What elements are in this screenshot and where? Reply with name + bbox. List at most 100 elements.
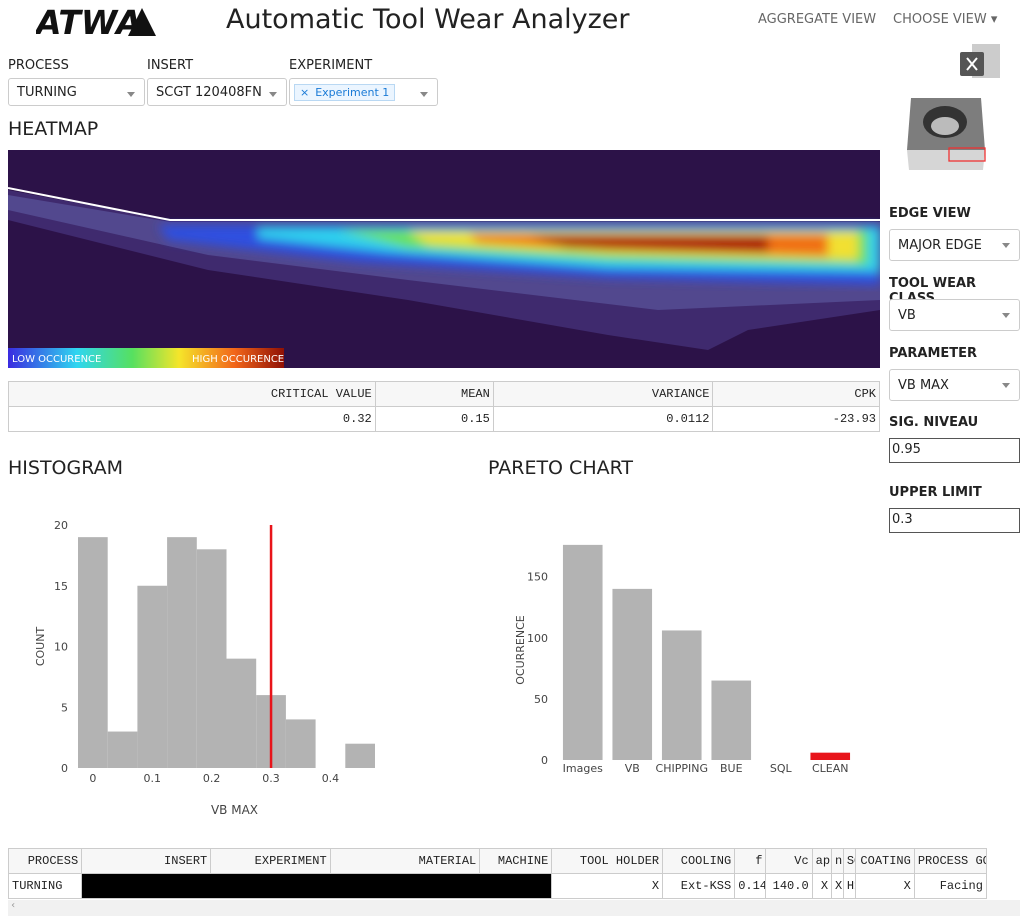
table-header: PROCESS [8, 848, 83, 874]
metadata-wrap: PROCESS INSERT EXPERIMENT MATERIAL MACHINE TO… [8, 848, 1020, 899]
stats-header: CPK [712, 381, 880, 407]
bar [562, 544, 603, 760]
nav-link[interactable]: AGGREGATE VIEW [758, 12, 877, 27]
bar [107, 731, 138, 768]
bar [226, 658, 257, 768]
nav-dropdown[interactable]: CHOOSE VIEW ▾ [893, 12, 998, 27]
table-cell: Facing [913, 873, 987, 899]
x-tick-label: CLEAN [812, 762, 849, 775]
filter-dropdown[interactable]: × Experiment 1 [289, 78, 438, 106]
table-cell: X [854, 873, 915, 899]
redacted-cell [81, 873, 553, 899]
table-header: MATERIAL [329, 848, 481, 874]
table-header: TOOL HOLDER [551, 848, 664, 874]
x-axis-label: VB MAX [211, 803, 258, 817]
section-title: HEATMAP [8, 118, 99, 140]
filter-value: TURNING [17, 85, 77, 100]
bar [612, 588, 653, 760]
table-header: COATING [854, 848, 915, 874]
stats-table: CRITICAL VALUE MEAN VARIANCE CPK 0.32 0.15 0.0… [8, 381, 880, 432]
control-label: EDGE VIEW [889, 206, 971, 221]
stats-value: 0.0112 [492, 406, 714, 432]
y-tick-label: 150 [527, 571, 548, 584]
filter-dropdown[interactable]: SCGT 120408FN [147, 78, 287, 106]
logo-text: ATWA [36, 4, 142, 38]
table-cell: TURNING [8, 873, 83, 899]
input[interactable]: 0.95 [889, 438, 1020, 463]
filter-label: EXPERIMENT [289, 58, 373, 73]
x-tick-label: 0.4 [322, 772, 340, 785]
control-value: 0.3 [892, 512, 913, 527]
bar [711, 680, 752, 760]
section-title: PARETO CHART [488, 457, 634, 479]
y-tick-label: 5 [61, 701, 68, 714]
legend-high: HIGH OCCURENCE [192, 354, 284, 365]
dropdown[interactable]: MAJOR EDGE [889, 229, 1020, 261]
y-axis-label: OCURRENCE [514, 615, 527, 685]
bar [810, 752, 851, 760]
table-header: SORT [842, 848, 856, 874]
histogram: 0 5 10 15 20 COUNT 0 0.1 0.2 0.3 0.4 VB MAX [34, 519, 375, 817]
control-value: VB [898, 308, 916, 323]
bar [78, 537, 108, 768]
dropdown[interactable]: VB MAX [889, 369, 1020, 401]
table-header: PROCESS GOAL [913, 848, 987, 874]
input[interactable]: 0.3 [889, 508, 1020, 533]
x-tick-label: SQL [770, 762, 793, 775]
control-value: MAJOR EDGE [898, 238, 982, 253]
bar [345, 743, 375, 768]
stats-header: MEAN [374, 381, 494, 407]
table-cell: Ext-KSS [662, 873, 736, 899]
section-title: HISTOGRAM [8, 457, 124, 479]
y-tick-label: 0 [61, 762, 68, 775]
heatmap: LOW OCCURENCE HIGH OCCURENCE [8, 150, 880, 368]
bar [137, 585, 168, 768]
table-cell: 140.0 [765, 873, 813, 899]
legend-low: LOW OCCURENCE [12, 354, 101, 365]
stats-header: VARIANCE [492, 381, 714, 407]
insert-image [907, 98, 986, 170]
table-header: INSERT [81, 848, 212, 874]
scrollbar[interactable]: ‹ [8, 900, 1020, 916]
filter-label: PROCESS [8, 58, 69, 73]
filter-dropdown[interactable]: TURNING [8, 78, 145, 106]
metadata-table: PROCESS INSERT EXPERIMENT MATERIAL MACHINE TO… [8, 848, 1020, 899]
control-label: SIG. NIVEAU [889, 415, 979, 430]
x-tick-label: 0.1 [144, 772, 162, 785]
table-header: MACHINE [479, 848, 553, 874]
table-cell: X [831, 873, 844, 899]
control-value: 0.95 [892, 442, 921, 457]
table-cell: H10T [842, 873, 856, 899]
control-value: VB MAX [898, 378, 949, 393]
filter-value: SCGT 120408FN [156, 85, 262, 100]
stats-header: CRITICAL VALUE [8, 381, 376, 407]
control-label: PARAMETER [889, 346, 978, 361]
table-cell: X [551, 873, 664, 899]
table-cell: 0.14 [734, 873, 767, 899]
table-cell: X [811, 873, 833, 899]
table-header: f [734, 848, 767, 874]
table-header: n [831, 848, 844, 874]
logo: ATWA [36, 4, 156, 38]
bar [661, 630, 702, 760]
dropdown[interactable]: VB [889, 299, 1020, 331]
excel-icon[interactable] [958, 42, 1004, 82]
y-axis-label: COUNT [34, 627, 47, 667]
pareto-chart: 0 50 100 150 OCURRENCE Images VB CHIPPING BUE SQL… [514, 544, 851, 775]
bar [196, 549, 227, 768]
stats-value: 0.32 [8, 406, 376, 432]
stats-value: 0.15 [374, 406, 494, 432]
x-tick-label: 0 [89, 772, 96, 785]
x-tick-label: VB [625, 762, 640, 775]
stats-value: -23.93 [712, 406, 880, 432]
col [986, 849, 1020, 899]
y-tick-label: 50 [534, 693, 548, 706]
table-header: ap [811, 848, 833, 874]
table-header: COOLING [662, 848, 736, 874]
control-label: UPPER LIMIT [889, 485, 982, 500]
filter-label: INSERT [147, 58, 194, 73]
nav-text: CHOOSE VIEW [893, 12, 987, 27]
x-tick-label: Images [563, 762, 603, 775]
tag-remove: × [300, 86, 310, 99]
